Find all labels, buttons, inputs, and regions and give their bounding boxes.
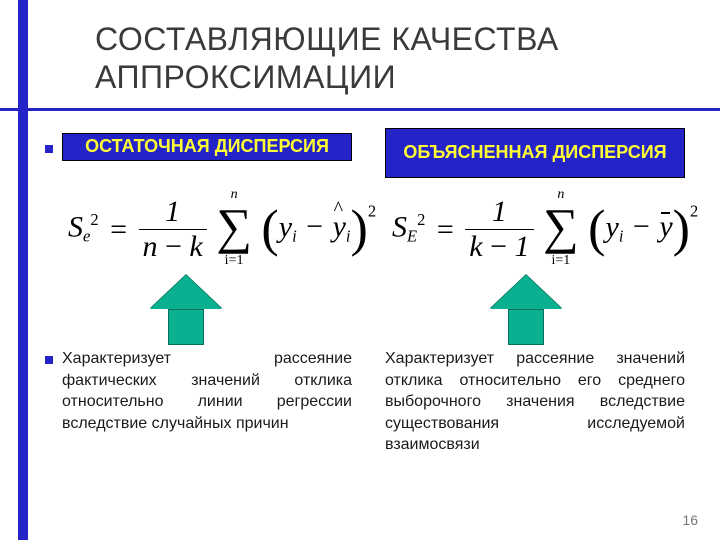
lparen-icon: ( xyxy=(588,201,605,258)
lhs-sub: E xyxy=(407,226,417,245)
arrow-up-icon xyxy=(150,275,222,345)
left-formula: Se2 = 1 n − k n ∑ i=1 (yi − ^ y i)2 xyxy=(68,195,376,264)
hat-icon: ^ xyxy=(334,198,343,221)
fraction: 1 k − 1 xyxy=(465,195,533,264)
sum-lower: i=1 xyxy=(225,253,244,269)
minus-sign: − xyxy=(306,210,323,243)
frac-den: k − 1 xyxy=(465,229,533,264)
term1-sub: i xyxy=(619,226,624,245)
left-header-text: ОСТАТОЧНАЯ ДИСПЕРСИЯ xyxy=(85,137,329,157)
bullet-square-icon xyxy=(45,356,53,364)
horizontal-rule xyxy=(0,108,720,111)
term2: y xyxy=(659,210,672,243)
sum-upper: n xyxy=(557,187,564,203)
lhs-sup: 2 xyxy=(90,210,98,229)
page-number: 16 xyxy=(682,512,698,528)
sum-lower: i=1 xyxy=(551,253,570,269)
fraction: 1 n − k xyxy=(139,195,207,264)
lparen-icon: ( xyxy=(261,201,278,258)
right-description: Характеризует рассеяние значений отклика… xyxy=(385,348,685,456)
outer-sup: 2 xyxy=(368,202,376,221)
bullet-square-icon xyxy=(45,145,53,153)
left-description: Характеризует рассеяние фактических знач… xyxy=(62,348,352,434)
right-formula: SE2 = 1 k − 1 n ∑ i=1 (yi − y )2 xyxy=(392,195,698,264)
sum-upper: n xyxy=(231,187,238,203)
title-line-1: СОСТАВЛЯЮЩИЕ КАЧЕСТВА xyxy=(95,21,559,57)
right-header-text: ОБЪЯСНЕННАЯ ДИСПЕРСИЯ xyxy=(403,143,666,163)
slide-title: СОСТАВЛЯЮЩИЕ КАЧЕСТВА АППРОКСИМАЦИИ xyxy=(95,20,559,97)
left-header: ОСТАТОЧНАЯ ДИСПЕРСИЯ xyxy=(62,133,352,161)
rparen-icon: ) xyxy=(673,201,690,258)
lhs-base: S xyxy=(68,210,83,243)
right-header: ОБЪЯСНЕННАЯ ДИСПЕРСИЯ xyxy=(385,128,685,178)
term1: y xyxy=(606,210,619,243)
frac-num: 1 xyxy=(139,195,207,229)
left-sidebar-stripe xyxy=(18,0,28,540)
lhs-base: S xyxy=(392,210,407,243)
term1: y xyxy=(279,210,292,243)
y-bar: y xyxy=(659,210,672,244)
bar-icon xyxy=(661,212,670,214)
y-hat: ^ y xyxy=(333,210,346,244)
rparen-icon: ) xyxy=(351,201,368,258)
equals-sign: = xyxy=(110,213,127,246)
lhs-sub: e xyxy=(83,226,90,245)
lhs-sup: 2 xyxy=(417,210,425,229)
summation-symbol: n ∑ i=1 xyxy=(216,209,252,251)
title-line-2: АППРОКСИМАЦИИ xyxy=(95,59,396,95)
term1-sub: i xyxy=(292,226,297,245)
frac-num: 1 xyxy=(465,195,533,229)
slide-background: СОСТАВЛЯЮЩИЕ КАЧЕСТВА АППРОКСИМАЦИИ ОСТА… xyxy=(0,0,720,540)
summation-symbol: n ∑ i=1 xyxy=(543,209,579,251)
arrow-up-icon xyxy=(490,275,562,345)
minus-sign: − xyxy=(633,210,650,243)
equals-sign: = xyxy=(437,213,454,246)
outer-sup: 2 xyxy=(690,202,698,221)
frac-den: n − k xyxy=(139,229,207,264)
